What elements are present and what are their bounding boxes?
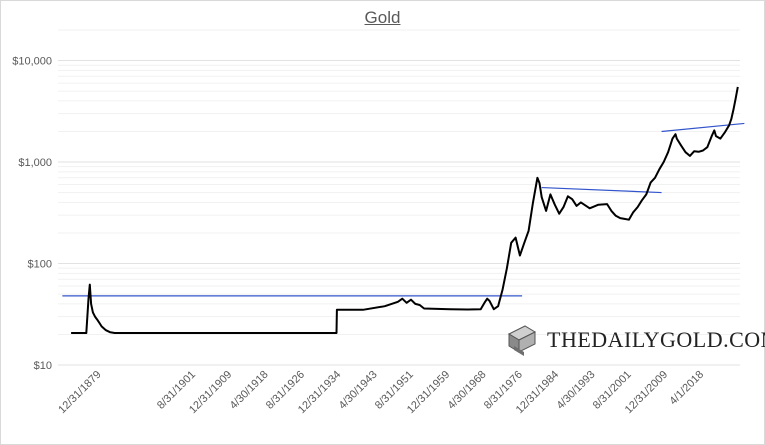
- y-tick-label: $100: [28, 259, 52, 271]
- trendlines: [62, 122, 745, 297]
- trendline: [661, 122, 745, 133]
- y-tick-label: $10,000: [12, 56, 52, 68]
- x-tick-label: 4/30/1918: [228, 369, 271, 412]
- trendline: [541, 186, 662, 194]
- x-tick-label: 4/30/1943: [337, 369, 380, 412]
- y-tick-label: $1,000: [18, 157, 52, 169]
- series-line: [71, 86, 739, 334]
- x-tick-label: 4/1/2018: [667, 369, 706, 408]
- x-tick-label: 4/30/1968: [446, 369, 489, 412]
- y-axis-ticks: $10 $100 $1,000 $10,000: [12, 56, 52, 372]
- watermark-text: THEDAILYGOLD.COM: [547, 327, 765, 352]
- price-series: [71, 86, 739, 334]
- x-tick-label: 12/31/1879: [56, 369, 103, 416]
- gridlines: [58, 29, 740, 366]
- x-tick-label: 4/30/1993: [554, 369, 597, 412]
- watermark: THEDAILYGOLD.COM: [505, 320, 765, 360]
- gold-bar-icon: [507, 325, 537, 356]
- x-axis-ticks: 12/31/1879 8/31/190112/31/19094/30/19188/…: [56, 369, 706, 416]
- chart-title: Gold: [364, 8, 401, 27]
- y-tick-label: $10: [34, 360, 52, 372]
